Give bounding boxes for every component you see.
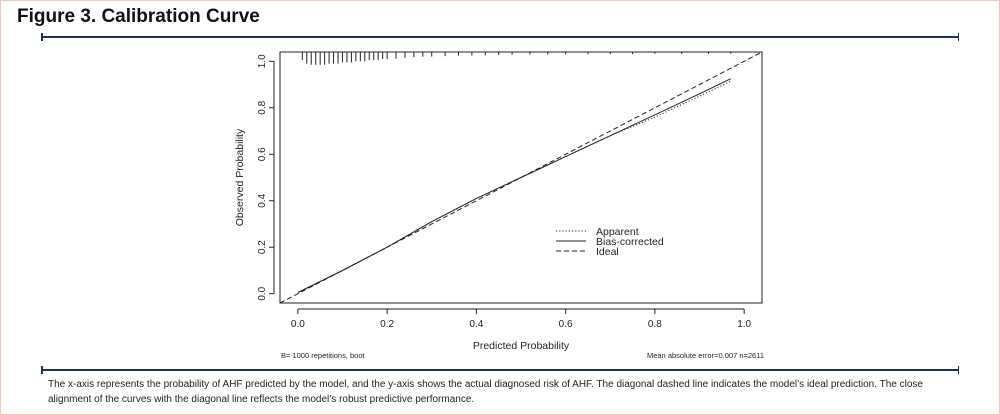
top-rule-left-cap <box>41 33 43 41</box>
x-tick-label: 0.8 <box>648 319 662 330</box>
x-tick-label: 1.0 <box>737 319 751 330</box>
bottom-rule <box>41 366 959 374</box>
figure-caption: The x-axis represents the probability of… <box>48 379 923 405</box>
legend-label: Ideal <box>596 246 619 258</box>
ideal-line <box>279 51 763 304</box>
top-rule-right-cap <box>957 33 959 41</box>
x-tick-label: 0.2 <box>380 319 394 330</box>
y-tick-label: 0.8 <box>257 100 268 114</box>
bottom-rule-right-cap <box>957 366 959 374</box>
x-axis-title: Predicted Probability <box>473 340 570 352</box>
y-tick-label: 0.0 <box>257 286 268 300</box>
y-tick-label: 1.0 <box>257 54 268 68</box>
y-tick-label: 0.2 <box>257 240 268 254</box>
plot-area: 0.0 0.2 0.4 0.6 0.8 1.0 0.0 0.2 0.4 0.6 0.8 1.0 Appa… <box>257 51 763 330</box>
y-tick-label: 0.4 <box>257 193 268 207</box>
bias-corrected-line <box>297 78 732 293</box>
top-rule <box>41 33 959 41</box>
figure-title: Figure 3. Calibration Curve <box>17 6 260 27</box>
legend-label: Apparent <box>596 226 639 238</box>
x-tick-label: 0.4 <box>469 319 483 330</box>
plot-frame <box>279 51 763 304</box>
apparent-line <box>297 80 732 293</box>
bottom-rule-left-cap <box>41 366 43 374</box>
x-tick-label: 0.0 <box>291 319 305 330</box>
y-tick-label: 0.6 <box>257 147 268 161</box>
x-tick-label: 0.6 <box>559 319 573 330</box>
legend-label: Bias-corrected <box>596 236 664 248</box>
error-footnote: Mean absolute error=0.007 n=2611 <box>647 351 764 360</box>
y-axis-title: Observed Probability <box>234 128 246 226</box>
calibration-chart: 0.0 0.2 0.4 0.6 0.8 1.0 0.0 0.2 0.4 0.6 0.8 1.0 Appa… <box>234 51 764 360</box>
bootstrap-footnote: B= 1000 repetitions, boot <box>281 351 366 360</box>
